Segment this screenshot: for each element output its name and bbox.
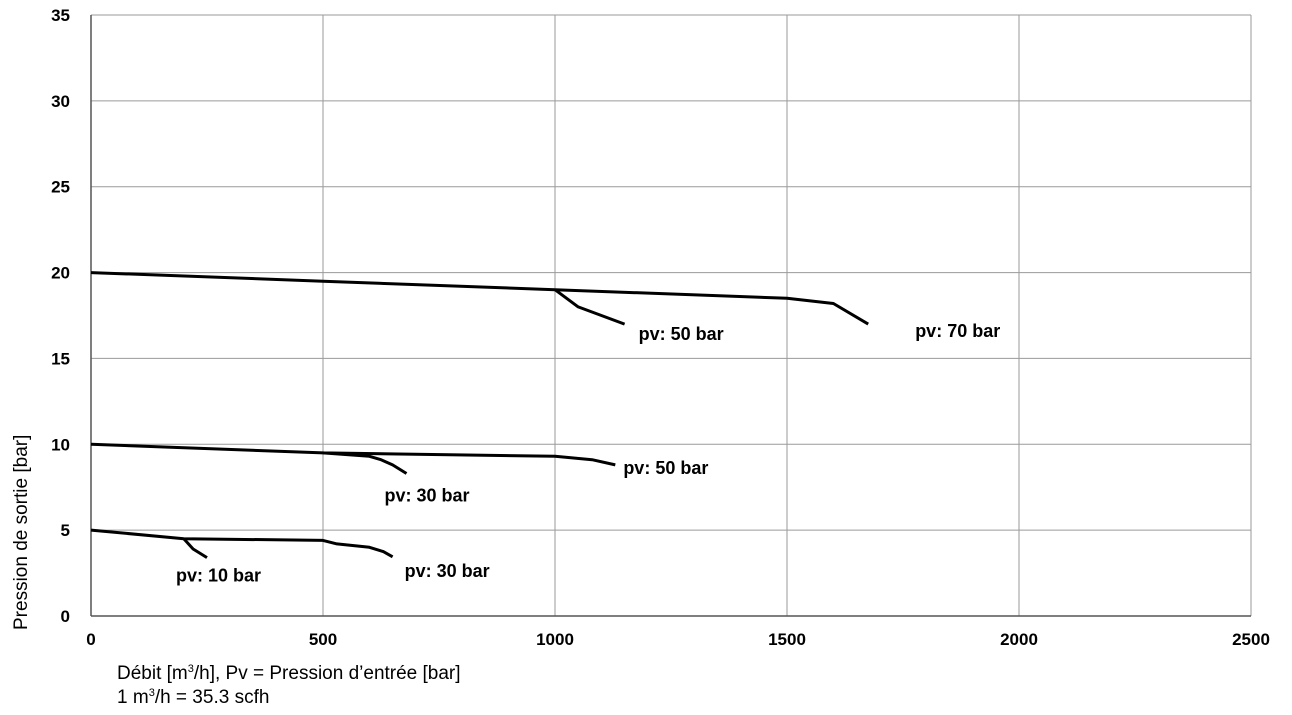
- x-tick-label: 2000: [1000, 630, 1038, 649]
- series-line: [90, 442, 616, 467]
- series-line: [90, 271, 869, 326]
- y-tick-label: 25: [51, 178, 70, 197]
- y-tick-label: 0: [61, 607, 70, 626]
- x-axis-label-line-2: 1 m3/h = 35.3 scfh: [117, 687, 270, 708]
- x-tick-label: 1000: [536, 630, 574, 649]
- series-lines: [90, 271, 869, 559]
- y-tick-label: 15: [51, 349, 70, 368]
- series-label: pv: 50 bar: [639, 324, 724, 344]
- x-tick-label: 500: [309, 630, 337, 649]
- series-label: pv: 10 bar: [176, 566, 261, 586]
- series-label: pv: 50 bar: [623, 458, 708, 478]
- y-tick-label: 35: [51, 6, 70, 25]
- y-tick-label: 30: [51, 92, 70, 111]
- series-label: pv: 30 bar: [385, 485, 470, 505]
- series-label: pv: 30 bar: [405, 561, 490, 581]
- series-line: [182, 537, 208, 559]
- x-tick-labels: 0 500 1000 1500 2000 2500: [86, 630, 1270, 649]
- y-tick-label: 20: [51, 264, 70, 283]
- y-tick-label: 5: [61, 521, 70, 540]
- series-line: [90, 528, 394, 559]
- grid: [90, 14, 1252, 617]
- y-tick-labels: 0 5 10 15 20 25 30 35: [51, 6, 70, 626]
- x-axis-label-line-1: Débit [m3/h], Pv = Pression d’entrée [ba…: [117, 663, 461, 684]
- y-tick-label: 10: [51, 435, 70, 454]
- x-tick-label: 0: [86, 630, 95, 649]
- series-labels: pv: 70 bar pv: 50 bar pv: 50 bar pv: 30 bar…: [176, 321, 1000, 586]
- series-line: [322, 451, 408, 475]
- series-label: pv: 70 bar: [915, 321, 1000, 341]
- x-tick-label: 2500: [1232, 630, 1270, 649]
- y-axis-label: Pression de sortie [bar]: [11, 435, 32, 630]
- series-line: [554, 288, 626, 326]
- x-tick-label: 1500: [768, 630, 806, 649]
